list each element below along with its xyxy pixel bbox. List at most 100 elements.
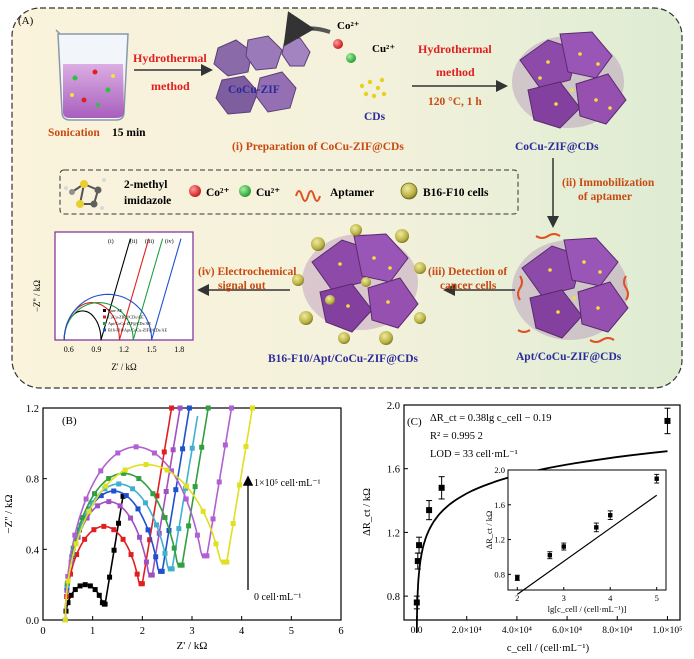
nyquist-point	[243, 444, 249, 450]
sonication-label: Sonication	[48, 127, 100, 139]
nyquist-point	[70, 545, 76, 551]
nyquist-point	[153, 554, 159, 560]
panel-b-y-tick: 1.2	[26, 404, 39, 415]
nyquist-point	[229, 405, 235, 411]
panel-c-chart: (C) ΔR_ct = 0.38lg c_cell − 0.19 R² = 0.…	[362, 401, 682, 654]
inset-x-tick: 1.8	[174, 345, 184, 354]
nyquist-point	[73, 541, 79, 547]
nyquist-point	[116, 520, 122, 526]
nyquist-point	[145, 527, 151, 533]
legend-box: 2-methyl imidazole Co²⁺ Cu²⁺ Aptamer B16…	[59, 169, 519, 215]
panel-c-inset-point	[547, 553, 553, 558]
step-3-label-a: (iii) Detection of	[428, 266, 507, 278]
nyquist-point	[153, 522, 159, 528]
nyquist-point	[249, 405, 255, 411]
inset-curves	[63, 238, 182, 341]
panel-c-inset-x-tick: 4	[608, 593, 613, 603]
nyquist-point	[192, 484, 198, 490]
cds-dots-icon	[359, 77, 387, 99]
inset-legend-item: Bare AE	[108, 308, 123, 313]
nyquist-point	[139, 581, 145, 587]
panel-b-x-tick: 4	[239, 626, 245, 637]
panel-c-y-tick: 1.6	[387, 465, 400, 476]
nyquist-point	[210, 516, 216, 522]
inset-curve-labels: (i) (ii) (iii) (iv)	[108, 238, 174, 245]
inset-curve-2	[63, 238, 164, 341]
panel-c-point	[438, 484, 445, 491]
panel-b-xlabel: Z' / kΩ	[177, 640, 208, 652]
nyquist-point	[171, 545, 177, 551]
step-2-label-a: (ii) Immobilization	[562, 177, 655, 189]
nyquist-point	[111, 547, 117, 553]
nyquist-point	[213, 541, 219, 547]
panel-c-inset-frame	[507, 469, 667, 591]
nyquist-point	[89, 500, 95, 506]
cocu-zif-cds-cluster	[512, 31, 627, 129]
nyquist-point	[205, 405, 211, 411]
panel-c-inset-x-tick: 5	[655, 593, 659, 603]
beaker-icon	[55, 29, 129, 121]
nyquist-point	[92, 491, 98, 497]
panel-c-point	[414, 558, 421, 565]
panel-c-y-tick: 2.0	[387, 401, 400, 412]
legend-aptamer-label: Aptamer	[330, 187, 374, 199]
nyquist-point	[120, 493, 126, 499]
nyquist-point	[150, 491, 156, 497]
panel-c-x-tick: 8.0×10⁴	[602, 626, 633, 636]
zif-crystals	[213, 35, 311, 115]
step-2-label-b: of aptamer	[578, 191, 632, 203]
panel-c-ylabel: ΔR_ct / kΩ	[362, 488, 373, 536]
panel-b-y-tick: 0.8	[26, 475, 39, 486]
panel-c-x-tick: 2.0×10⁴	[452, 626, 483, 636]
inset-legend-item: B16-F10/Apt/CoCu-ZIF@CDs/AE	[108, 328, 167, 333]
panel-c-x-tick: 1.0×10⁵	[652, 626, 682, 636]
legend-cells-label: B16-F10 cells	[423, 187, 489, 199]
panel-c-equation: ΔR_ct = 0.38lg c_cell − 0.19	[430, 413, 552, 424]
panel-c-inset-xlabel: lg[c_cell / (cell·mL⁻¹)]	[548, 604, 627, 614]
panel-c-inset-point	[608, 513, 613, 518]
panel-c-inset-y-tick: 0.8	[494, 569, 505, 579]
panel-b-x-tick: 1	[90, 626, 95, 637]
step-3-label-b: cancer cells	[440, 280, 497, 292]
inset-ylabel: −Z'' / kΩ	[32, 280, 42, 312]
panel-b-x-tick: 3	[189, 626, 194, 637]
inset-curve-label: (iii)	[145, 238, 154, 245]
nyquist-point	[176, 526, 182, 532]
nyquist-point	[82, 536, 88, 542]
nyquist-point	[121, 470, 127, 476]
nyquist-point	[83, 496, 89, 502]
panel-c-inset-y-tick: 1.2	[494, 535, 505, 545]
panel-b-x-tick: 0	[40, 626, 45, 637]
nyquist-point	[137, 534, 143, 540]
nyquist-point	[179, 562, 185, 568]
panel-c-inset-y-tick: 2.0	[494, 465, 505, 475]
nyquist-point	[186, 405, 192, 411]
nyquist-point	[65, 574, 71, 580]
nyquist-point	[128, 552, 134, 558]
b16f10-cluster	[292, 224, 426, 345]
nyquist-point	[159, 568, 165, 574]
panel-b-series	[62, 405, 255, 623]
nyquist-point	[91, 527, 97, 533]
nyquist-point	[237, 482, 243, 488]
panel-c-inset-series	[514, 473, 660, 595]
cds-label: CDs	[364, 111, 386, 123]
panel-b-ylabel: −Z'' / kΩ	[3, 494, 15, 533]
panel-c-letter: (C)	[407, 416, 422, 428]
panel-c-point	[416, 542, 423, 549]
panel-c-inset: 2 3 4 5 0.8 1.2 1.6 2.0 lg[c_cell / (cell·mL⁻¹)…	[484, 465, 667, 614]
nyquist-point	[189, 445, 195, 451]
legend-cu-icon	[239, 185, 251, 197]
nyquist-point	[173, 487, 179, 493]
step-4-label-b: signal out	[218, 280, 266, 292]
apt-cocu-zif-cds-cluster	[512, 233, 629, 343]
legend-aptamer-icon	[295, 190, 321, 202]
nyquist-point	[65, 600, 71, 606]
panel-a-letter: (A)	[18, 15, 34, 27]
panel-c-ticks: 0.0 2.0×10⁴ 4.0×10⁴ 6.0×10⁴ 8.0×10⁴ 1.0×10⁵ 0.…	[387, 401, 683, 636]
hydrothermal-condition: 120 °C, 1 h	[428, 96, 482, 108]
nyquist-point	[98, 468, 104, 474]
nyquist-point	[86, 508, 92, 514]
inset-legend-item: CoCu-ZIF@CDs/AE	[108, 315, 144, 320]
nyquist-point	[183, 483, 189, 489]
